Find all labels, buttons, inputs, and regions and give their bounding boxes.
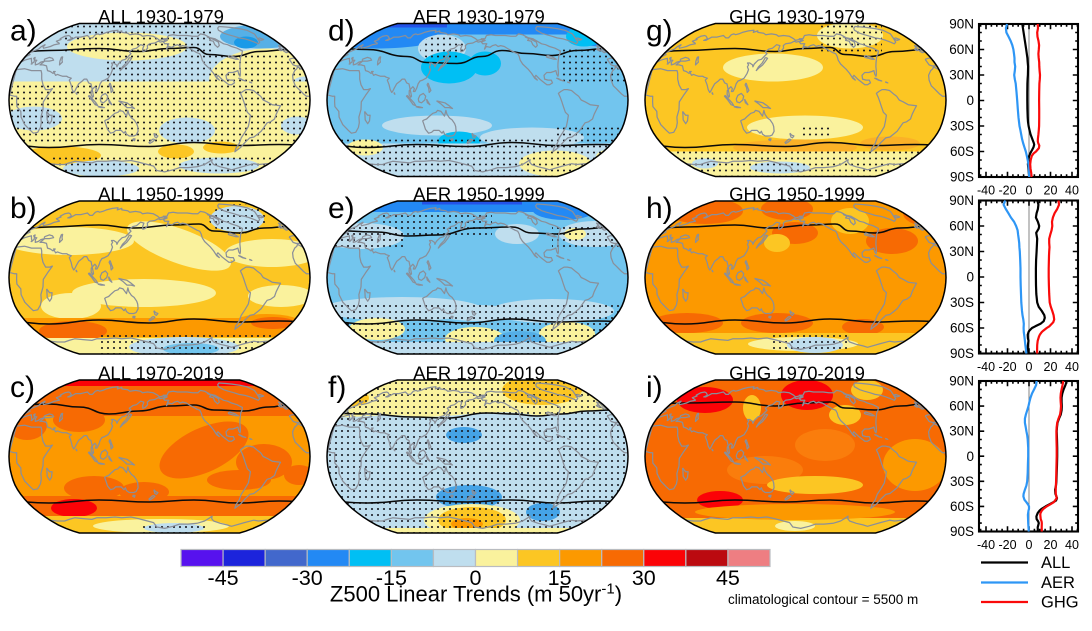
svg-text:AER 1930-1979: AER 1930-1979 <box>413 6 545 27</box>
svg-text:0: 0 <box>1026 538 1033 552</box>
svg-text:90S: 90S <box>950 170 974 185</box>
svg-text:GHG 1970-2019: GHG 1970-2019 <box>729 363 865 384</box>
svg-text:-30: -30 <box>292 566 323 590</box>
svg-text:a): a) <box>10 15 37 48</box>
svg-text:f): f) <box>328 371 346 404</box>
svg-text:-20: -20 <box>998 184 1016 198</box>
svg-text:30S: 30S <box>950 295 974 310</box>
svg-text:GHG: GHG <box>1041 594 1079 612</box>
svg-text:60N: 60N <box>949 219 974 234</box>
svg-text:40: 40 <box>1065 538 1079 552</box>
svg-text:ALL: ALL <box>1041 554 1070 572</box>
svg-text:0: 0 <box>966 449 974 464</box>
svg-text:-20: -20 <box>998 538 1016 552</box>
svg-text:AER 1970-2019: AER 1970-2019 <box>413 363 545 384</box>
svg-text:30N: 30N <box>949 424 974 439</box>
svg-text:-45: -45 <box>208 566 239 590</box>
svg-text:climatological contour = 5500: climatological contour = 5500 m <box>728 592 918 607</box>
svg-text:-15: -15 <box>376 566 407 590</box>
svg-text:60S: 60S <box>950 321 974 336</box>
svg-text:20: 20 <box>1044 538 1058 552</box>
svg-text:0: 0 <box>966 93 974 108</box>
svg-text:-40: -40 <box>977 538 995 552</box>
svg-text:90S: 90S <box>950 346 974 361</box>
svg-text:e): e) <box>328 192 355 225</box>
svg-text:15: 15 <box>548 566 572 590</box>
svg-text:c): c) <box>10 371 35 404</box>
svg-text:-20: -20 <box>998 360 1016 374</box>
svg-text:90N: 90N <box>949 17 974 32</box>
svg-text:60N: 60N <box>949 399 974 414</box>
svg-text:20: 20 <box>1044 184 1058 198</box>
svg-text:30: 30 <box>632 566 656 590</box>
svg-text:-40: -40 <box>977 360 995 374</box>
svg-text:40: 40 <box>1065 360 1079 374</box>
svg-text:0: 0 <box>1026 360 1033 374</box>
svg-text:20: 20 <box>1044 360 1058 374</box>
svg-text:b): b) <box>10 192 37 225</box>
svg-text:0: 0 <box>966 270 974 285</box>
svg-text:AER: AER <box>1041 574 1075 592</box>
svg-text:0: 0 <box>1026 184 1033 198</box>
svg-text:GHG 1930-1979: GHG 1930-1979 <box>729 6 865 27</box>
svg-text:30N: 30N <box>949 244 974 259</box>
svg-text:h): h) <box>646 192 673 225</box>
svg-text:30N: 30N <box>949 68 974 83</box>
svg-text:60N: 60N <box>949 42 974 57</box>
svg-text:ALL 1970-2019: ALL 1970-2019 <box>98 363 224 384</box>
svg-text:ALL 1950-1999: ALL 1950-1999 <box>98 184 224 205</box>
svg-text:g): g) <box>646 15 673 48</box>
svg-text:GHG 1950-1999: GHG 1950-1999 <box>729 184 865 205</box>
svg-text:90N: 90N <box>949 374 974 389</box>
svg-text:30S: 30S <box>950 119 974 134</box>
svg-text:60S: 60S <box>950 499 974 514</box>
svg-text:90S: 90S <box>950 524 974 539</box>
svg-text:45: 45 <box>716 566 740 590</box>
svg-text:i): i) <box>646 371 663 404</box>
svg-text:d): d) <box>328 15 355 48</box>
svg-text:60S: 60S <box>950 144 974 159</box>
svg-text:30S: 30S <box>950 474 974 489</box>
svg-text:-40: -40 <box>977 184 995 198</box>
svg-text:40: 40 <box>1065 184 1079 198</box>
svg-text:ALL 1930-1979: ALL 1930-1979 <box>98 6 224 27</box>
svg-text:AER 1950-1999: AER 1950-1999 <box>413 184 545 205</box>
svg-text:90N: 90N <box>949 193 974 208</box>
svg-text:0: 0 <box>470 566 482 590</box>
svg-text:Z500 Linear Trends (m 50yr-1): Z500 Linear Trends (m 50yr-1) <box>330 581 622 607</box>
